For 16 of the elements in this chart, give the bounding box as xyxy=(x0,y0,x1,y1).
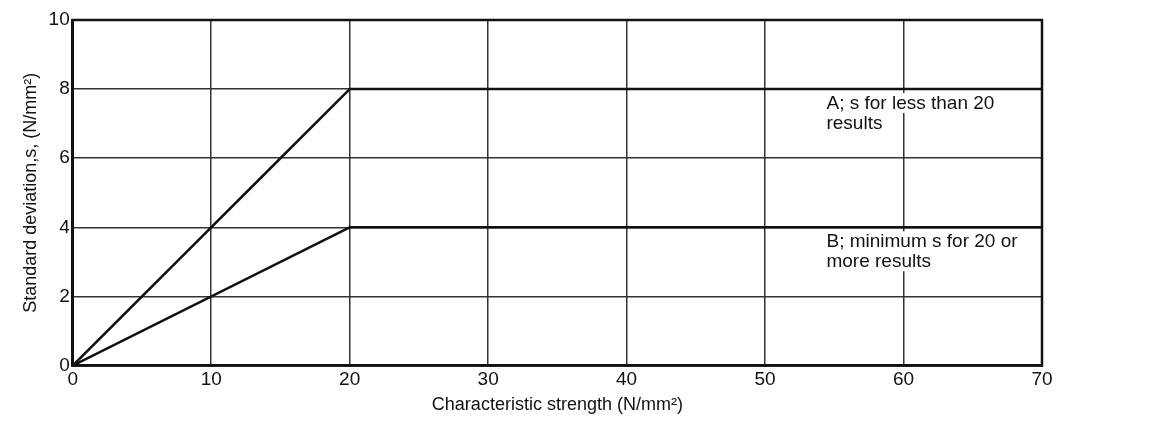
y-tick-label: 6 xyxy=(59,146,70,168)
y-tick-label: 8 xyxy=(59,77,70,99)
annotation: A; s for less than 20 results xyxy=(826,91,995,133)
x-tick-label: 50 xyxy=(754,368,776,390)
x-tick-label: 40 xyxy=(616,368,638,390)
annotation: B; minimum s for 20 or more results xyxy=(826,230,1019,272)
y-tick-label: 2 xyxy=(59,284,70,306)
x-tick-label: 70 xyxy=(1031,368,1053,390)
x-tick-label: 10 xyxy=(200,368,222,390)
y-axis-title: Standard deviation,s, (N/mm²) xyxy=(19,72,40,313)
x-axis-title: Characteristic strength (N/mm²) xyxy=(431,394,683,415)
x-tick-label: 30 xyxy=(477,368,499,390)
x-tick-label: 60 xyxy=(892,368,915,390)
x-tick-label: 20 xyxy=(339,368,361,390)
y-tick-label: 4 xyxy=(59,215,71,237)
y-tick-label: 10 xyxy=(48,8,70,30)
